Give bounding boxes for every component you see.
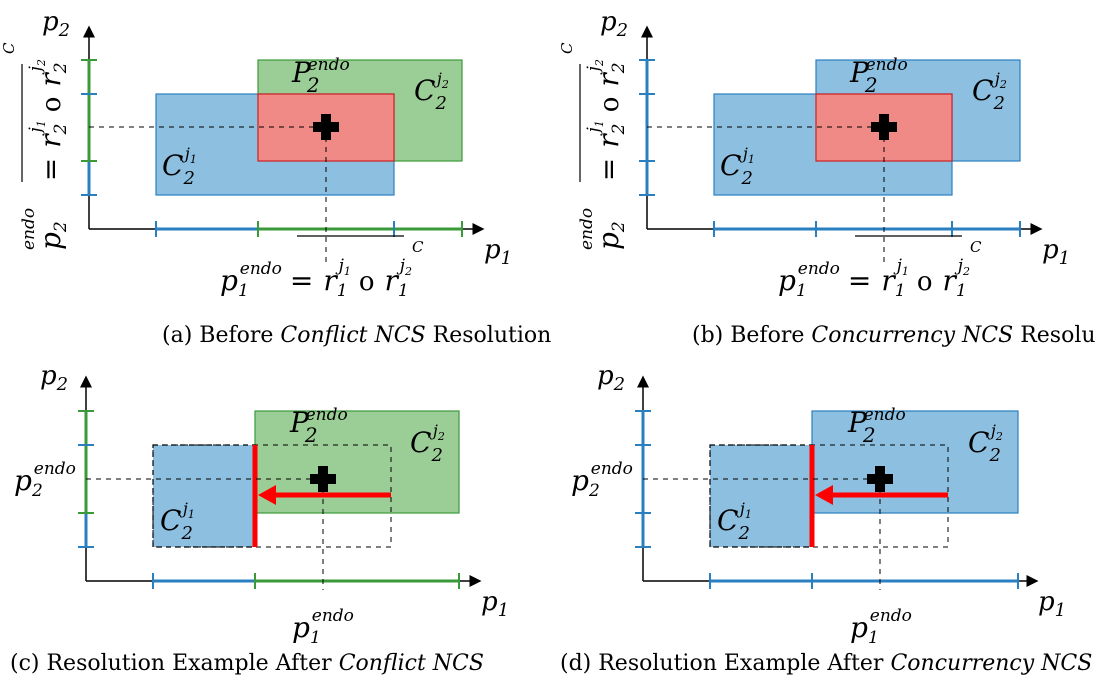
p1-equation: C p1endo = r1j1 o r1j2 (778, 236, 982, 301)
panel-c: C2j1 C2j2 P2endo p2 p1 p2endo p1endo (c)… (10, 361, 509, 676)
p1-endo-label: p1endo (850, 606, 912, 648)
x-axis-label: p1 (1038, 587, 1066, 621)
caption-c: (c) Resolution Example After Conflict NC… (10, 651, 484, 676)
y-axis-label: p2 (600, 7, 628, 41)
panel-b: C2j1 C2j2 P2endo p2 p1 C p1endo = r1j1 o r1j… (558, 7, 1096, 348)
y-axis-label: p2 (42, 7, 70, 41)
panel-a: C2j1 C2j2 P2endo p2 p1 C p1endo = r1j1 o r1j… (0, 7, 551, 348)
svg-text:C: C (558, 42, 576, 54)
p2-endo-label: p2endo (14, 459, 76, 501)
p2-endo-label: p2endo (571, 459, 633, 501)
svg-text:C: C (0, 42, 18, 54)
y-axis-label: p2 (40, 361, 68, 395)
p2-equation: endo p2=r2j1or2j2 C (0, 42, 71, 250)
y-axis-label: p2 (597, 361, 625, 395)
panel-d: C2j1 C2j2 P2endo p2 p1 p2endo p1endo (d)… (560, 361, 1092, 676)
x-axis-label: p1 (1042, 235, 1070, 269)
svg-text:C: C (970, 238, 982, 256)
svg-text:C: C (412, 238, 424, 256)
x-axis-label: p1 (484, 235, 512, 269)
p1-equation: C p1endo = r1j1 o r1j2 (220, 236, 424, 301)
caption-d: (d) Resolution Example After Concurrency… (560, 651, 1092, 676)
caption-b: (b) Before Concurrency NCS Resolution (692, 323, 1096, 348)
p2-equation: endo p2=r2j1or2j2 C (558, 42, 629, 250)
caption-a: (a) Before Conflict NCS Resolution (162, 323, 551, 348)
x-axis-label: p1 (481, 587, 509, 621)
p1-endo-label: p1endo (292, 606, 354, 648)
